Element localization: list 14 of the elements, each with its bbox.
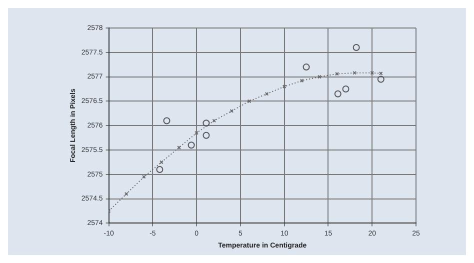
point bbox=[302, 64, 310, 71]
point bbox=[156, 166, 164, 174]
point bbox=[377, 76, 384, 83]
point bbox=[188, 142, 195, 149]
point bbox=[163, 117, 170, 124]
point bbox=[300, 78, 304, 83]
point bbox=[352, 44, 360, 52]
point bbox=[247, 99, 252, 104]
point bbox=[202, 120, 210, 127]
point bbox=[212, 118, 216, 123]
point bbox=[342, 86, 350, 92]
point bbox=[264, 92, 269, 96]
point bbox=[202, 132, 210, 139]
point bbox=[334, 90, 342, 98]
